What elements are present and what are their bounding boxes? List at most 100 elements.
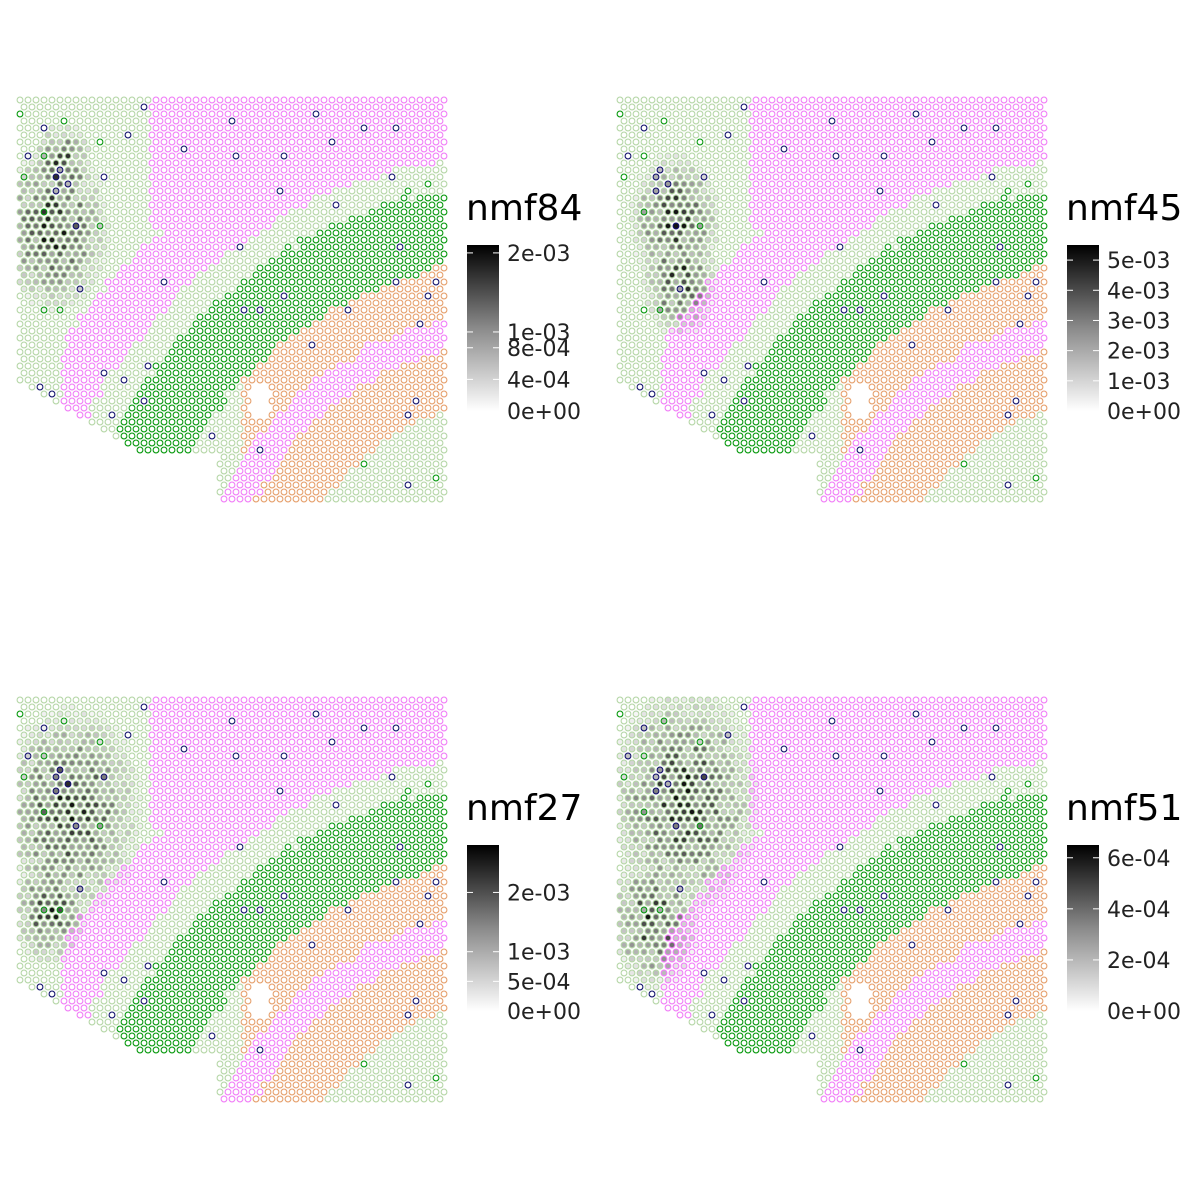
spot (68, 327, 76, 335)
spot (708, 299, 716, 307)
spot (432, 96, 440, 104)
spot (120, 264, 128, 272)
spot (884, 285, 892, 293)
spot (168, 292, 176, 300)
spot (428, 439, 436, 447)
spot (216, 432, 224, 440)
spot (408, 138, 416, 146)
spot (620, 201, 628, 209)
spot (184, 194, 192, 202)
spot (200, 124, 208, 132)
spot (360, 474, 368, 482)
spot (1004, 187, 1012, 195)
spot (800, 124, 808, 132)
spot (964, 299, 972, 307)
spot (244, 159, 252, 167)
spot (948, 355, 956, 363)
spot (744, 362, 752, 370)
spot (276, 257, 284, 265)
spot (308, 229, 316, 237)
spot (1000, 110, 1008, 118)
spot (164, 383, 172, 391)
spot (880, 194, 888, 202)
spot (168, 348, 176, 356)
spot (380, 439, 388, 447)
spot (16, 264, 24, 272)
spot (644, 173, 652, 181)
spot (404, 411, 412, 419)
spot (704, 278, 712, 286)
spot (876, 117, 884, 125)
spot (244, 229, 252, 237)
spot (140, 411, 148, 419)
spot (664, 110, 672, 118)
spot (292, 453, 300, 461)
spot (220, 439, 228, 447)
spot (16, 194, 24, 202)
spot (124, 285, 132, 293)
spot (928, 194, 936, 202)
spot (428, 341, 436, 349)
spot (652, 271, 660, 279)
spot (908, 159, 916, 167)
spot (192, 138, 200, 146)
spot (892, 173, 900, 181)
spot (992, 180, 1000, 188)
spot (244, 131, 252, 139)
spot (320, 348, 328, 356)
spot (824, 194, 832, 202)
spot (120, 362, 128, 370)
spot (732, 201, 740, 209)
spot (628, 271, 636, 279)
spot (768, 320, 776, 328)
spot (232, 194, 240, 202)
spot (972, 369, 980, 377)
spot (1036, 369, 1044, 377)
spot (776, 236, 784, 244)
spot (744, 96, 752, 104)
spot (312, 278, 320, 286)
spot (16, 320, 24, 328)
spot (432, 152, 440, 160)
spot (76, 159, 84, 167)
spot (228, 397, 236, 405)
spot (412, 341, 420, 349)
spot (432, 320, 440, 328)
spot (400, 432, 408, 440)
spot (764, 341, 772, 349)
spot (408, 376, 416, 384)
spot (180, 355, 188, 363)
spot (208, 390, 216, 398)
spot (432, 432, 440, 440)
spot (64, 362, 72, 370)
spot (1004, 299, 1012, 307)
spot (32, 180, 40, 188)
spot (624, 320, 632, 328)
spot (844, 257, 852, 265)
spot (248, 264, 256, 272)
spot (36, 243, 44, 251)
spot (244, 117, 252, 125)
spot (808, 348, 816, 356)
spot (640, 96, 648, 104)
spot (740, 369, 748, 377)
spot (84, 187, 92, 195)
spot (172, 397, 180, 405)
spot (672, 194, 680, 202)
spot (992, 222, 1000, 230)
spot (48, 180, 56, 188)
spot (852, 215, 860, 223)
spot (360, 236, 368, 244)
spot (364, 383, 372, 391)
spot (636, 103, 644, 111)
spot (636, 327, 644, 335)
spot (44, 285, 52, 293)
spot (208, 236, 216, 244)
spot (248, 362, 256, 370)
spot (872, 222, 880, 230)
spot (76, 243, 84, 251)
spot (20, 201, 28, 209)
spot (400, 348, 408, 356)
spot (116, 411, 124, 419)
spot (232, 376, 240, 384)
